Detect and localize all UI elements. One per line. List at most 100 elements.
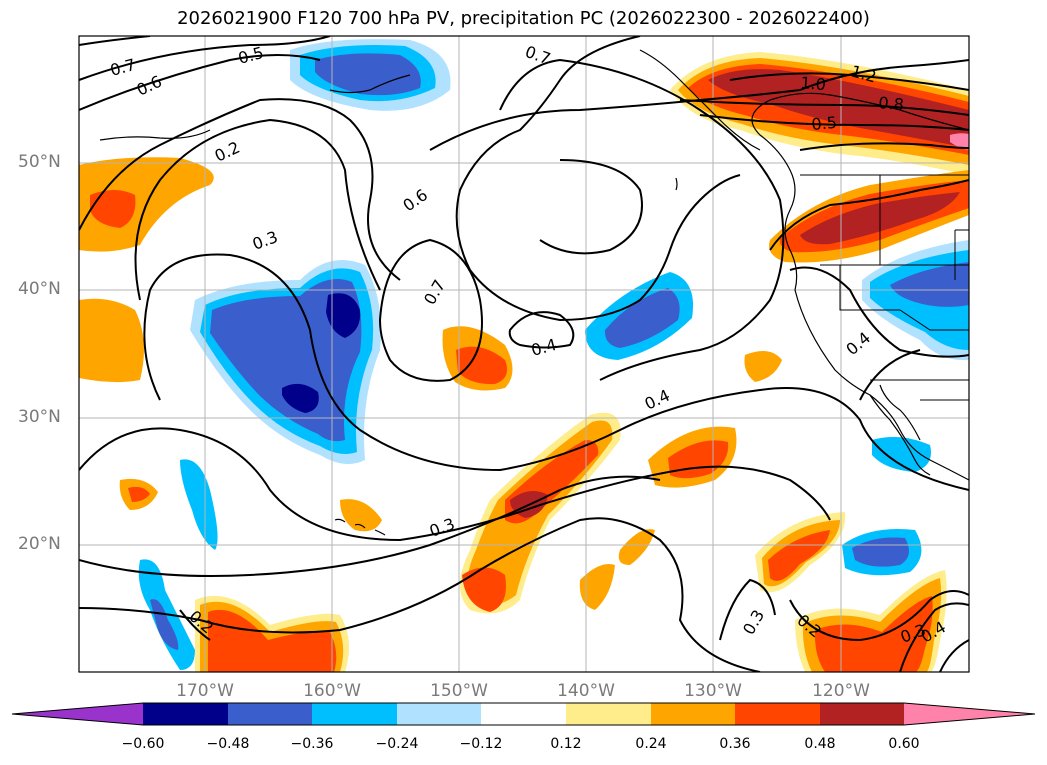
lon-label: 130°W: [684, 681, 742, 701]
lat-label: 20°N: [18, 534, 61, 554]
pv-contour-line: [508, 311, 575, 349]
pv-contour-line: [429, 59, 969, 151]
pv-contour-line: [378, 238, 483, 382]
colorbar-tick-label: −0.36: [290, 736, 334, 752]
pv-contour-line: [179, 609, 211, 641]
coastline: [869, 394, 931, 476]
pv-contour-line: [769, 179, 969, 251]
coastline: [99, 129, 211, 141]
colorbar-tick-label: 0.12: [550, 736, 582, 752]
colorbar-outline: [11, 702, 1036, 726]
pv-contour-line: [499, 58, 785, 381]
pv-contour-line: [719, 578, 776, 641]
pv-contour-line: [789, 266, 969, 358]
pv-contour-line: [789, 590, 969, 642]
precip-area-pos: [456, 346, 508, 385]
pv-contour-line: [79, 36, 151, 46]
pv-contour-line: [939, 639, 969, 672]
precip-area-pos: [128, 486, 150, 502]
pv-contour-line: [729, 72, 969, 91]
colorbar-tick-label: −0.48: [206, 736, 250, 752]
precip-area-pos: [90, 190, 136, 228]
pv-contour-line: [134, 118, 381, 301]
coastline: [329, 74, 411, 94]
contour-label: 0.8: [878, 93, 905, 114]
precip-shading: [79, 39, 969, 672]
coastline: [879, 384, 921, 441]
pv-contour-line: [539, 159, 643, 255]
colorbar-swatch: [228, 703, 312, 725]
precip-area-pos: [79, 298, 144, 383]
coastline: [751, 92, 969, 481]
precip-area-pos: [950, 133, 969, 150]
precip-area-neg: [604, 288, 680, 348]
precip-area-neg: [282, 383, 319, 413]
precip-area-pos: [579, 564, 615, 610]
lat-label: 40°N: [18, 279, 61, 299]
precip-area-neg: [180, 459, 218, 550]
pv-contour-line: [679, 99, 969, 116]
colorbar-tick-label: 0.24: [635, 736, 667, 752]
lon-label: 160°W: [303, 681, 361, 701]
precip-area-pos: [618, 529, 655, 565]
lat-label: 30°N: [18, 407, 61, 427]
pv-contour-line: [699, 114, 969, 131]
contour-label: 0.5: [811, 113, 838, 134]
precip-area-neg: [890, 262, 969, 307]
colorbar: [11, 702, 1036, 726]
pv-contour-line: [79, 517, 761, 672]
colorbar-tick-label: −0.60: [121, 736, 165, 752]
state-border: [899, 309, 969, 331]
precip-area-pos: [744, 351, 782, 382]
pv-contour-line: [79, 98, 401, 281]
precip-area-pos: [708, 69, 969, 148]
colorbar-tick-label: 0.60: [888, 736, 920, 752]
colorbar-tick-label: 0.48: [804, 736, 836, 752]
precip-area-pos: [340, 499, 382, 532]
state-border: [839, 265, 900, 311]
colorbar-extend-high: [904, 703, 1035, 725]
lon-label: 170°W: [176, 681, 234, 701]
precip-area-neg: [315, 53, 421, 96]
pv-contour-line: [79, 54, 321, 111]
precip-area-neg: [210, 279, 362, 442]
pv-contour-line: [79, 36, 331, 81]
precip-area-pos: [814, 596, 933, 672]
lon-label: 140°W: [557, 681, 615, 701]
state-borders: [800, 174, 969, 401]
coastline: [334, 518, 386, 536]
colorbar-swatch: [735, 703, 820, 725]
pv-contour-line: [799, 142, 969, 151]
pv-contour-line: [79, 475, 661, 577]
pv-contour-line: [79, 427, 831, 542]
coastline: [639, 49, 761, 151]
pv-contour-line: [455, 36, 741, 322]
precip-area-pos: [208, 609, 337, 672]
pv-contour-line: [899, 602, 969, 672]
pv-contour-line: [143, 253, 969, 491]
lat-label: 50°N: [18, 152, 61, 172]
coastline: [675, 177, 678, 191]
state-border: [954, 229, 969, 280]
lon-label: 120°W: [812, 681, 870, 701]
map-title: 2026021900 F120 700 hPa PV, precipitatio…: [177, 8, 870, 29]
precip-area-pos: [768, 530, 830, 581]
map-frame: [78, 35, 970, 673]
coastlines: [99, 49, 969, 536]
colorbar-swatch: [143, 703, 228, 725]
precip-area-neg: [150, 599, 179, 650]
lon-label: 150°W: [430, 681, 488, 701]
colorbar-tick-label: 0.36: [719, 736, 751, 752]
colorbar-swatch: [820, 703, 904, 725]
colorbar-tick-label: −0.12: [459, 736, 503, 752]
precip-area-pos: [462, 567, 506, 612]
colorbar-tick-label: −0.24: [375, 736, 419, 752]
colorbar-swatch: [651, 703, 735, 725]
precip-area-neg: [326, 293, 361, 338]
contour-label: 1.0: [800, 73, 827, 94]
graticule: [79, 36, 969, 672]
colorbar-swatch: [566, 703, 651, 725]
pv-contours: [79, 36, 969, 672]
colorbar-extend-low: [12, 703, 143, 725]
